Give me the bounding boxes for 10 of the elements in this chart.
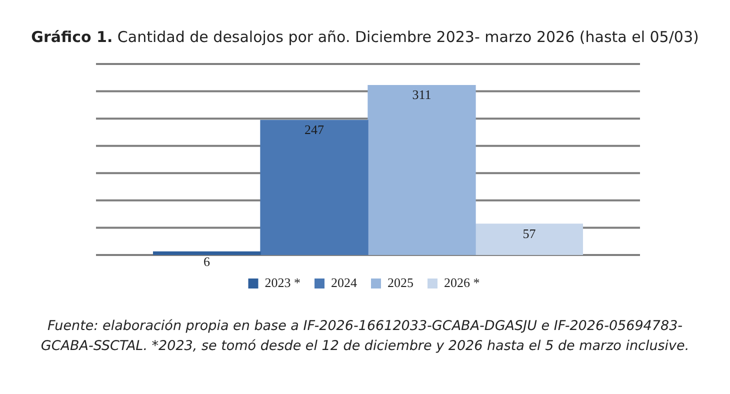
legend-label: 2025: [388, 274, 414, 290]
legend-label: 2024: [331, 274, 358, 290]
source-note: Fuente: elaboración propia en base a IF-2026-16612033-GCABA-DGASJU e IF-2026-05694783-GCABA-SSCTAL. *2023, se tomó desde el 12 de diciembre y 2026 hasta el 5 de marzo inclusive.: [40, 317, 690, 356]
data-label: 6: [204, 254, 210, 269]
data-label: 311: [412, 87, 432, 102]
chart-title: Gráfico 1. Cantidad de desalojos por año. Diciembre 2023- marzo 2026 (hasta el 05/03): [30, 28, 700, 46]
data-label: 247: [304, 122, 324, 138]
legend-label: 2023 *: [264, 274, 300, 290]
data-label: 57: [522, 226, 536, 241]
legend-label: 2026 *: [444, 274, 480, 290]
